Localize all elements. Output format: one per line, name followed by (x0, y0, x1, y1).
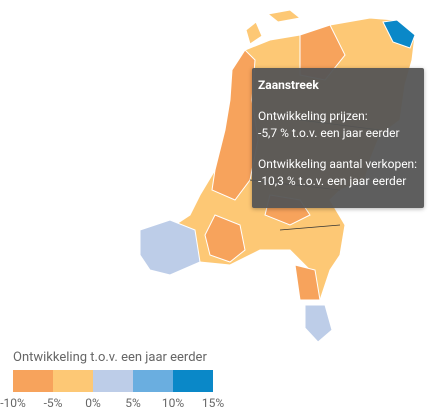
legend-title: Ontwikkeling t.o.v. een jaar eerder (13, 350, 207, 365)
region (204, 214, 246, 263)
region (245, 21, 263, 45)
tooltip-line: -5,7 % t.o.v. een jaar eerder (258, 126, 400, 140)
legend-tick-label: 15% (201, 396, 225, 409)
region (294, 264, 321, 301)
tooltip-title: Zaanstreek (258, 78, 319, 92)
legend-swatch (13, 370, 53, 392)
region (266, 9, 302, 23)
tooltip: Zaanstreek Ontwikkeling prijzen: -5,7 % … (252, 68, 424, 208)
legend-swatch (133, 370, 173, 392)
tooltip-line: Ontwikkeling prijzen: (258, 109, 368, 123)
region (211, 49, 259, 201)
legend-tick-label: 0% (85, 396, 101, 409)
legend-swatch (173, 370, 213, 392)
legend-tick-label: 10% (161, 396, 185, 409)
legend-swatch (53, 370, 93, 392)
region (304, 304, 333, 343)
region (139, 219, 201, 276)
legend-tick-label: 5% (125, 396, 141, 409)
tooltip-line: Ontwikkeling aantal verkopen: (258, 157, 418, 171)
region (382, 19, 416, 49)
legend-swatch (93, 370, 133, 392)
legend-ticks: -10% -5% 0% 5% 10% 15% (0, 396, 435, 409)
legend-tick-label: -5% (43, 396, 63, 409)
tooltip-line: -10,3 % t.o.v. een jaar eerder (258, 174, 407, 188)
legend-tick-label: -10% (0, 396, 26, 409)
legend-bar (13, 370, 213, 392)
